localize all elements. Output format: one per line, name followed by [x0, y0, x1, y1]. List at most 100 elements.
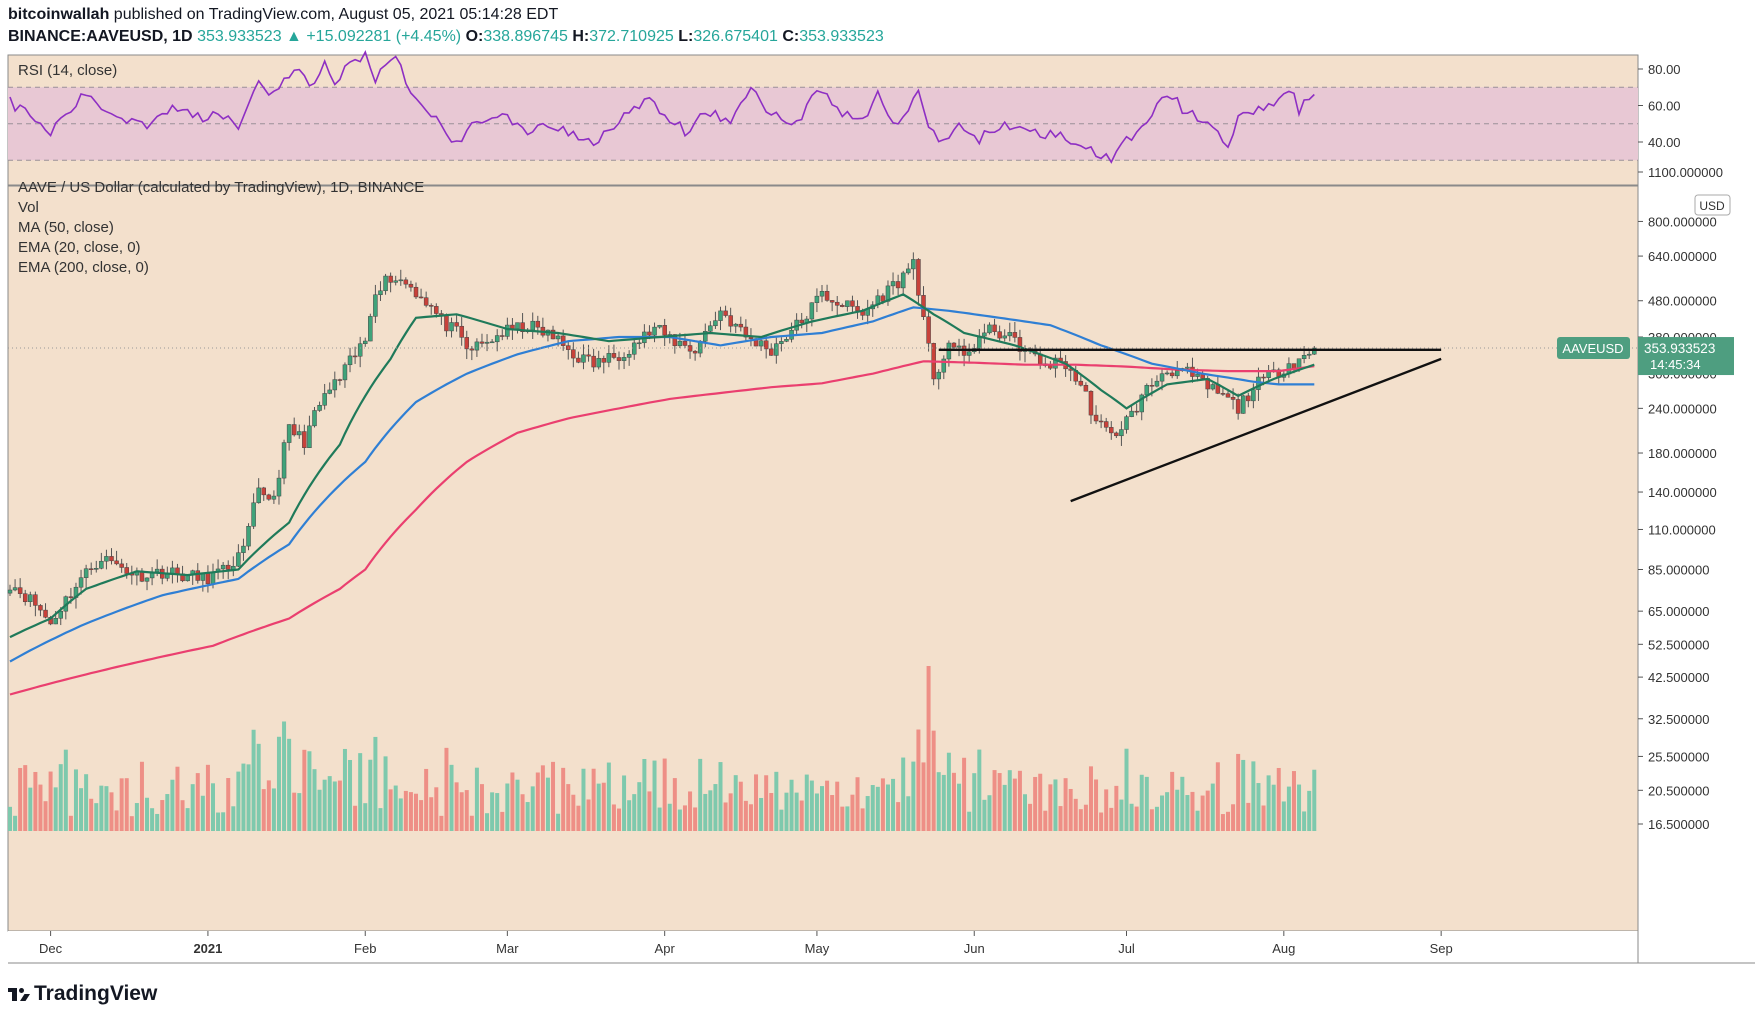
candle-body [195, 570, 201, 581]
candle-body [363, 340, 368, 344]
tradingview-logo[interactable]: TradingView [8, 982, 157, 1006]
volume-bar [337, 780, 342, 831]
rsi-line [9, 50, 1315, 164]
currency-badge[interactable]: USD [1694, 194, 1731, 216]
candle-body [555, 335, 561, 340]
open-label: O: [465, 28, 484, 45]
candle-body [662, 325, 667, 336]
volume-bar [774, 771, 779, 831]
candle-body [591, 355, 596, 368]
candle-body [631, 342, 637, 355]
candle-body [28, 594, 33, 603]
candle-body [43, 609, 48, 618]
candle-body [144, 577, 150, 582]
volume-bar [693, 807, 698, 831]
volume-bar [145, 797, 150, 831]
candle-body [1053, 357, 1058, 369]
time-tick-label: Jun [964, 941, 985, 956]
candle-body [241, 545, 246, 553]
candle-body [337, 379, 343, 381]
candle-body [246, 526, 251, 547]
volume-bar [419, 800, 424, 831]
price-axis[interactable]: 1100.000000 800.000000 640.000000 480.00000… [1638, 165, 1723, 832]
candle-body [829, 300, 835, 303]
volume-bar [170, 779, 175, 831]
volume-bar [1154, 806, 1159, 831]
volume-bar [1109, 807, 1114, 831]
volume-bar [1104, 789, 1109, 831]
volume-bar [155, 813, 160, 831]
volume-bar [33, 771, 38, 831]
volume-bar [571, 794, 576, 831]
candle-body [124, 567, 129, 574]
volume-bar [1063, 778, 1068, 831]
candle-body [946, 342, 952, 360]
candle-body [119, 563, 124, 568]
candle-body [276, 477, 282, 497]
candle-body [494, 335, 500, 343]
chart-title: AAVE / US Dollar (calculated by TradingV… [18, 179, 424, 196]
volume-bar [459, 792, 464, 831]
rsi-tick-label: 80.00 [1648, 62, 1681, 77]
volume-bar [287, 738, 292, 831]
price-tick-label: 85.000000 [1648, 563, 1709, 578]
volume-bar [403, 790, 408, 831]
volume-bar [525, 802, 530, 831]
volume-bar [713, 784, 718, 831]
candle-body [850, 300, 855, 307]
volume-bar [606, 762, 611, 831]
rsi-axis[interactable]: 80.00 60.00 40.00 [1638, 62, 1681, 150]
support-trendline[interactable] [1070, 357, 1442, 503]
time-axis-background [8, 931, 1638, 963]
close-label: C: [782, 28, 800, 45]
candle-body [824, 291, 830, 301]
volume-bar [1028, 803, 1033, 831]
volume-bar [784, 792, 789, 831]
volume-bar [150, 808, 155, 831]
volume-bar [723, 802, 728, 831]
author-name[interactable]: bitcoinwallah [8, 6, 110, 23]
volume-bar [114, 810, 119, 831]
candle-body [550, 329, 556, 340]
volume-bar [809, 780, 814, 831]
candle-body [1149, 385, 1155, 387]
volume-bar [733, 775, 738, 831]
candle-body [1012, 332, 1018, 338]
candle-body [383, 275, 388, 292]
volume-bar [566, 784, 571, 831]
candle-body [728, 315, 733, 327]
volume-bar [520, 794, 525, 831]
candle-body [535, 320, 541, 328]
volume-bar [353, 805, 358, 831]
volume-bar [216, 812, 221, 831]
svg-text:AAVEUSD: AAVEUSD [1562, 341, 1623, 356]
svg-text:14:45:34: 14:45:34 [1650, 357, 1701, 372]
price-tick-label: 52.500000 [1648, 637, 1709, 652]
symbol-label[interactable]: BINANCE:AAVEUSD, 1D [8, 28, 193, 45]
volume-bar [1119, 799, 1124, 831]
volume-bar [875, 786, 880, 831]
volume-bar [226, 778, 231, 831]
candle-body [637, 342, 642, 345]
candle-body [713, 320, 718, 327]
volume-bar [535, 772, 540, 831]
volume-bar [1099, 812, 1104, 831]
volume-bar [911, 761, 916, 831]
volume-bar [241, 763, 246, 831]
candle-body [621, 357, 627, 361]
volume-bar [804, 774, 809, 831]
candle-body [1114, 432, 1119, 437]
time-axis[interactable]: Dec 2021 Feb Mar Apr May Jun Jul Aug Sep [39, 931, 1453, 956]
candle-body [601, 358, 607, 363]
candle-body [951, 342, 957, 348]
candle-body [763, 340, 769, 350]
time-tick-label: Aug [1272, 941, 1295, 956]
candle-body [33, 594, 38, 606]
candle-body [1312, 347, 1317, 355]
volume-bar [885, 784, 890, 831]
volume-bar [79, 788, 84, 831]
volume-bars [8, 666, 1317, 831]
volume-bar [180, 800, 185, 831]
candle-body [78, 577, 84, 588]
